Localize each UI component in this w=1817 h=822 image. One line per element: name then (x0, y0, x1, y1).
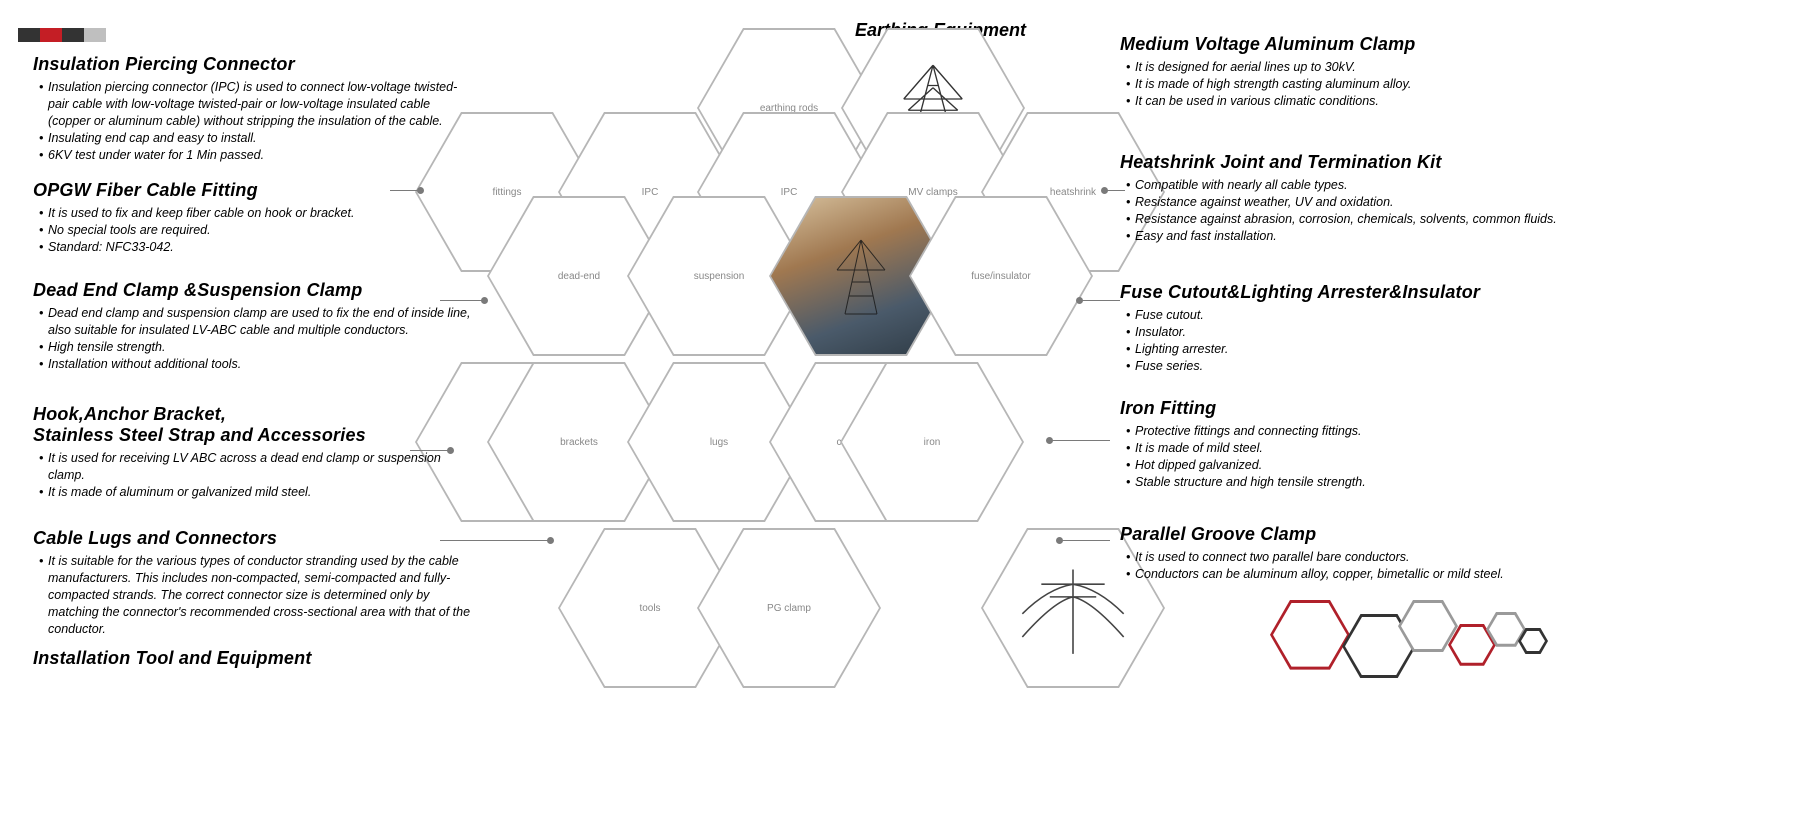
bullet-item: Resistance against weather, UV and oxida… (1126, 194, 1560, 211)
section-right-col-4: Parallel Groove Clamp It is used to conne… (1120, 524, 1560, 583)
arrow-seg-1 (18, 28, 40, 42)
section-right-col-0: Medium Voltage Aluminum Clamp It is desig… (1120, 34, 1560, 110)
section-left-col-2: Dead End Clamp &Suspension Clamp Dead end… (33, 280, 473, 373)
section-title: Medium Voltage Aluminum Clamp (1120, 34, 1560, 55)
section-bullets: Compatible with nearly all cable types.R… (1120, 177, 1560, 245)
bullet-item: It is used to fix and keep fiber cable o… (39, 205, 473, 222)
bullet-item: No special tools are required. (39, 222, 473, 239)
section-right-col-3: Iron Fitting Protective fittings and conn… (1120, 398, 1560, 491)
bullet-item: Stable structure and high tensile streng… (1126, 474, 1560, 491)
bullet-item: 6KV test under water for 1 Min passed. (39, 147, 473, 164)
section-title: Dead End Clamp &Suspension Clamp (33, 280, 473, 301)
section-bullets: Protective fittings and connecting fitti… (1120, 423, 1560, 491)
bullet-item: Resistance against abrasion, corrosion, … (1126, 211, 1560, 228)
section-bullets: It is used to fix and keep fiber cable o… (33, 205, 473, 256)
arrow-seg-3 (62, 28, 84, 42)
arrow-seg-4 (84, 28, 106, 42)
section-bullets: Insulation piercing connector (IPC) is u… (33, 79, 473, 163)
deco-hex-icon (1270, 600, 1350, 670)
bullet-item: Conductors can be aluminum alloy, copper… (1126, 566, 1560, 583)
section-left-col-3: Hook,Anchor Bracket, Stainless Steel Str… (33, 404, 473, 501)
section-title: OPGW Fiber Cable Fitting (33, 180, 473, 201)
section-title: Parallel Groove Clamp (1120, 524, 1560, 545)
section-left-col-5: Installation Tool and Equipment (33, 648, 473, 673)
bullet-item: Insulator. (1126, 324, 1560, 341)
section-title: Installation Tool and Equipment (33, 648, 473, 669)
bullet-item: Standard: NFC33-042. (39, 239, 473, 256)
section-left-col-0: Insulation Piercing Connector Insulation … (33, 54, 473, 163)
section-right-col-2: Fuse Cutout&Lighting Arrester&Insulator F… (1120, 282, 1560, 375)
bullet-item: Fuse cutout. (1126, 307, 1560, 324)
bullet-item: Compatible with nearly all cable types. (1126, 177, 1560, 194)
section-bullets: It is designed for aerial lines up to 30… (1120, 59, 1560, 110)
arrow-header-decoration (18, 28, 106, 42)
section-bullets: It is suitable for the various types of … (33, 553, 473, 637)
section-left-col-4: Cable Lugs and Connectors It is suitable … (33, 528, 473, 637)
bullet-item: It is suitable for the various types of … (39, 553, 473, 637)
leader-line (1080, 300, 1120, 301)
section-bullets: It is used for receiving LV ABC across a… (33, 450, 473, 501)
section-title: Fuse Cutout&Lighting Arrester&Insulator (1120, 282, 1560, 303)
hexagon-grid: earthing rodsfittingsIPCIPCMV clampsheat… (415, 16, 1155, 716)
bullet-item: Hot dipped galvanized. (1126, 457, 1560, 474)
section-bullets: Fuse cutout.Insulator.Lighting arrester.… (1120, 307, 1560, 375)
bullet-item: High tensile strength. (39, 339, 473, 356)
bullet-item: It is designed for aerial lines up to 30… (1126, 59, 1560, 76)
bullet-item: It is made of mild steel. (1126, 440, 1560, 457)
leader-line (1050, 440, 1110, 441)
arrow-seg-2 (40, 28, 62, 42)
section-title: Insulation Piercing Connector (33, 54, 473, 75)
bullet-item: Fuse series. (1126, 358, 1560, 375)
section-title: Cable Lugs and Connectors (33, 528, 473, 549)
section-title: Heatshrink Joint and Termination Kit (1120, 152, 1560, 173)
bullet-item: Insulating end cap and easy to install. (39, 130, 473, 147)
bullet-item: Protective fittings and connecting fitti… (1126, 423, 1560, 440)
section-bullets: Dead end clamp and suspension clamp are … (33, 305, 473, 373)
bullet-item: It is made of high strength casting alum… (1126, 76, 1560, 93)
leader-line (1060, 540, 1110, 541)
section-right-col-1: Heatshrink Joint and Termination Kit Comp… (1120, 152, 1560, 245)
section-left-col-1: OPGW Fiber Cable Fitting It is used to fi… (33, 180, 473, 256)
hex-pgc: PG clamp (697, 528, 881, 688)
section-bullets: It is used to connect two parallel bare … (1120, 549, 1560, 583)
section-title: Hook,Anchor Bracket, Stainless Steel Str… (33, 404, 473, 446)
bullet-item: It is used for receiving LV ABC across a… (39, 450, 473, 484)
hex-content-pgc: PG clamp (699, 530, 879, 686)
bullet-item: It is used to connect two parallel bare … (1126, 549, 1560, 566)
bullet-item: Insulation piercing connector (IPC) is u… (39, 79, 473, 130)
bullet-item: Dead end clamp and suspension clamp are … (39, 305, 473, 339)
bullet-item: Installation without additional tools. (39, 356, 473, 373)
bullet-item: Easy and fast installation. (1126, 228, 1560, 245)
bullet-item: It can be used in various climatic condi… (1126, 93, 1560, 110)
section-title: Iron Fitting (1120, 398, 1560, 419)
bullet-item: It is made of aluminum or galvanized mil… (39, 484, 473, 501)
bullet-item: Lighting arrester. (1126, 341, 1560, 358)
